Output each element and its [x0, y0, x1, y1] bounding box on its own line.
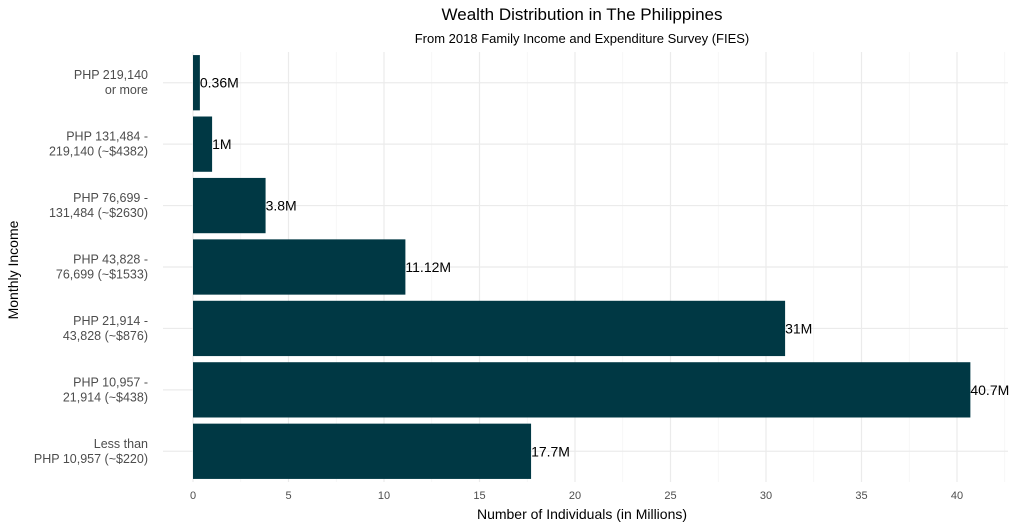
data-labels: 0.36M 1M 3.8M 11.12M 31M 40.7M 17.7M	[200, 75, 1009, 460]
bar	[193, 239, 406, 295]
data-label: 17.7M	[531, 443, 570, 459]
category-label: 76,699 (~$1533)	[56, 268, 148, 282]
category-label: PHP 219,140	[74, 68, 148, 82]
category-label: PHP 10,957 (~$220)	[34, 452, 148, 466]
x-axis-title: Number of Individuals (in Millions)	[477, 506, 687, 522]
bars	[193, 55, 971, 479]
y-axis-title: Monthly Income	[5, 220, 21, 319]
data-label: 40.7M	[970, 382, 1009, 398]
x-tick-label: 5	[285, 490, 291, 502]
category-label: 131,484 (~$2630)	[49, 206, 148, 220]
bar	[193, 423, 532, 479]
x-tick-labels: 0 5 10 15 20 25 30 35 40	[190, 490, 963, 502]
category-label: Less than	[94, 437, 148, 451]
category-label: PHP 43,828 -	[73, 253, 148, 267]
category-label: 21,914 (~$438)	[63, 390, 148, 404]
data-label: 1M	[212, 136, 231, 152]
bar	[193, 362, 971, 418]
x-tick-label: 15	[473, 490, 485, 502]
x-tick-label: 25	[664, 490, 676, 502]
data-label: 11.12M	[405, 259, 451, 275]
bar	[193, 55, 200, 111]
x-tick-label: 30	[760, 490, 772, 502]
category-label: PHP 131,484 -	[66, 130, 148, 144]
bar	[193, 116, 213, 172]
category-label: or more	[105, 83, 148, 97]
bar	[193, 300, 786, 357]
category-label: 219,140 (~$4382)	[49, 145, 148, 159]
data-label: 3.8M	[266, 198, 297, 214]
data-label: 0.36M	[200, 75, 239, 91]
chart-title: Wealth Distribution in The Philippines	[442, 5, 723, 24]
bar	[193, 177, 266, 234]
x-tick-label: 10	[378, 490, 390, 502]
chart-subtitle: From 2018 Family Income and Expenditure …	[415, 31, 750, 46]
x-tick-label: 35	[855, 490, 867, 502]
x-tick-label: 20	[569, 490, 581, 502]
category-label: PHP 76,699 -	[73, 191, 148, 205]
data-label: 31M	[785, 320, 812, 336]
x-tick-label: 0	[190, 490, 196, 502]
category-label: PHP 21,914 -	[73, 314, 148, 328]
category-label: 43,828 (~$876)	[63, 329, 148, 343]
x-tick-label: 40	[951, 490, 963, 502]
category-label: PHP 10,957 -	[73, 375, 148, 389]
